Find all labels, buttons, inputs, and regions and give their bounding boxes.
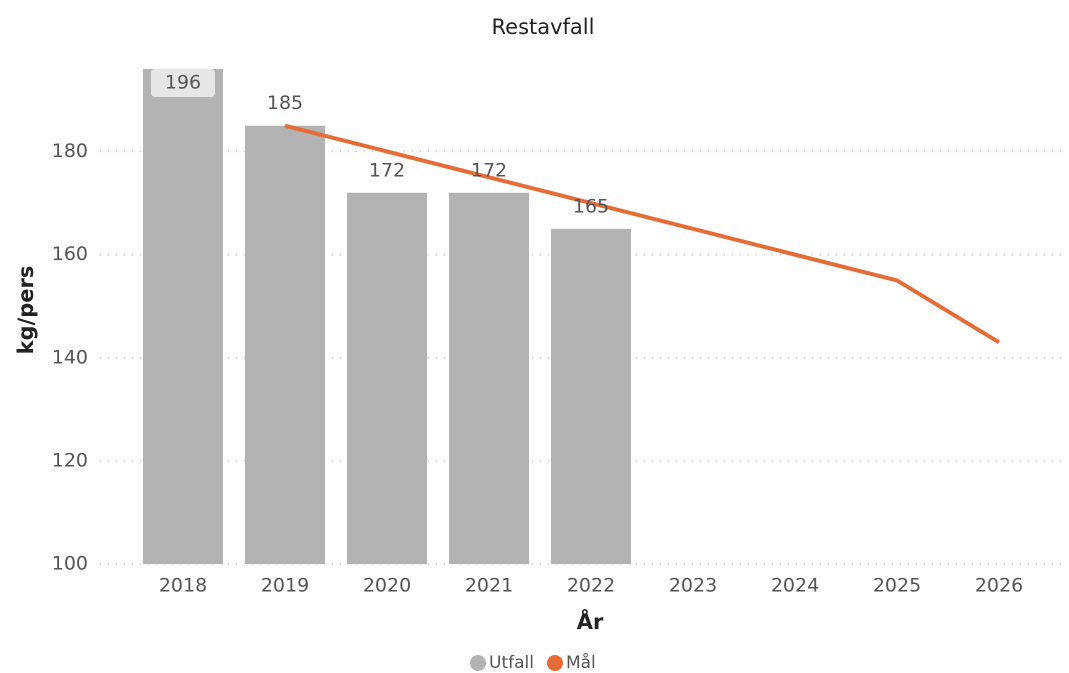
y-axis-label: kg/pers: [14, 266, 38, 355]
legend-label: Mål: [566, 652, 596, 673]
y-tick-label: 100: [52, 553, 88, 575]
bar: [551, 228, 631, 564]
data-label: 172: [471, 159, 507, 181]
data-label: 165: [573, 195, 609, 217]
x-tick-label: 2023: [669, 575, 717, 597]
x-tick-label: 2018: [159, 575, 207, 597]
y-tick-label: 140: [52, 346, 88, 368]
x-tick-label: 2022: [567, 575, 615, 597]
target-line: [284, 123, 1001, 344]
x-tick-label: 2024: [771, 575, 819, 597]
y-tick-label: 160: [52, 243, 88, 265]
bar: [449, 192, 529, 564]
y-tick-label: 120: [52, 449, 88, 471]
x-tick-label: 2020: [363, 575, 411, 597]
data-label: 172: [369, 159, 405, 181]
label-box: [151, 69, 215, 97]
legend-swatch: [546, 655, 563, 671]
x-tick-label: 2019: [261, 575, 309, 597]
chart-title: Restavfall: [492, 15, 595, 39]
x-tick-label: 2021: [465, 575, 513, 597]
x-tick-label: 2025: [873, 575, 921, 597]
x-tick-label: 2026: [975, 575, 1023, 597]
bar: [143, 69, 223, 564]
data-label: 196: [165, 72, 201, 94]
bar: [347, 192, 427, 564]
data-label: 185: [267, 92, 303, 114]
bar: [245, 125, 325, 564]
legend-label: Utfall: [489, 653, 534, 673]
y-tick-label: 180: [52, 140, 88, 162]
x-axis-label: År: [577, 609, 604, 634]
legend-swatch: [470, 655, 486, 671]
